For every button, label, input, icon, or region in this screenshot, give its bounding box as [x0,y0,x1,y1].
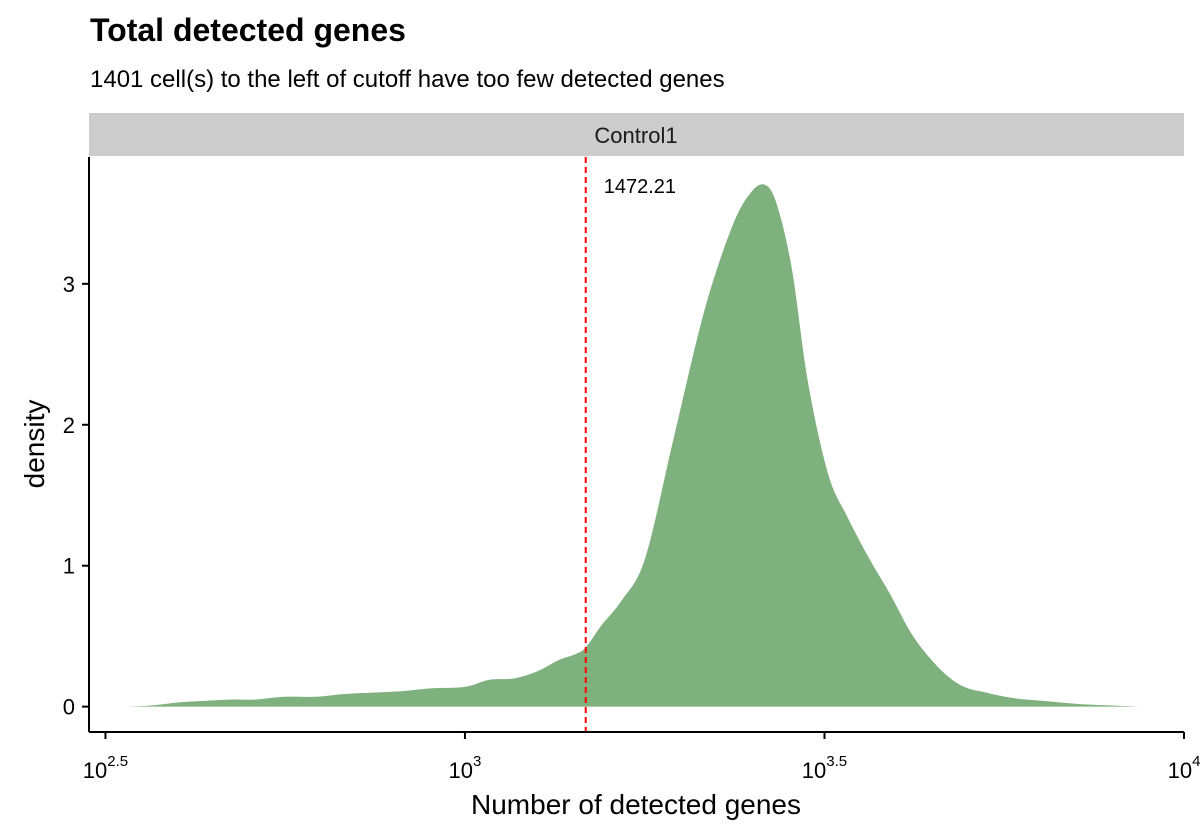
y-tick-label: 2 [63,413,75,438]
x-tick-label: 103.5 [802,753,847,783]
x-tick-label: 102.5 [83,753,128,783]
x-tick-label: 104 [1168,753,1200,783]
facet-strip [89,113,1184,156]
facet-strip-label: Control1 [594,123,677,148]
x-tick-label: 103 [449,753,482,783]
y-tick-label: 1 [63,554,75,579]
cutoff-label: 1472.21 [604,176,676,198]
y-tick-label: 0 [63,695,75,720]
x-axis-title: Number of detected genes [471,789,801,820]
y-tick-label: 3 [63,272,75,297]
y-axis-title: density [19,400,50,489]
density-area [128,184,1141,707]
chart-subtitle: 1401 cell(s) to the left of cutoff have … [90,66,725,93]
chart-title: Total detected genes [90,12,406,48]
plot-layer: 1472.21 0 1 2 3 102.5 103 103.5 104 [63,157,1200,783]
